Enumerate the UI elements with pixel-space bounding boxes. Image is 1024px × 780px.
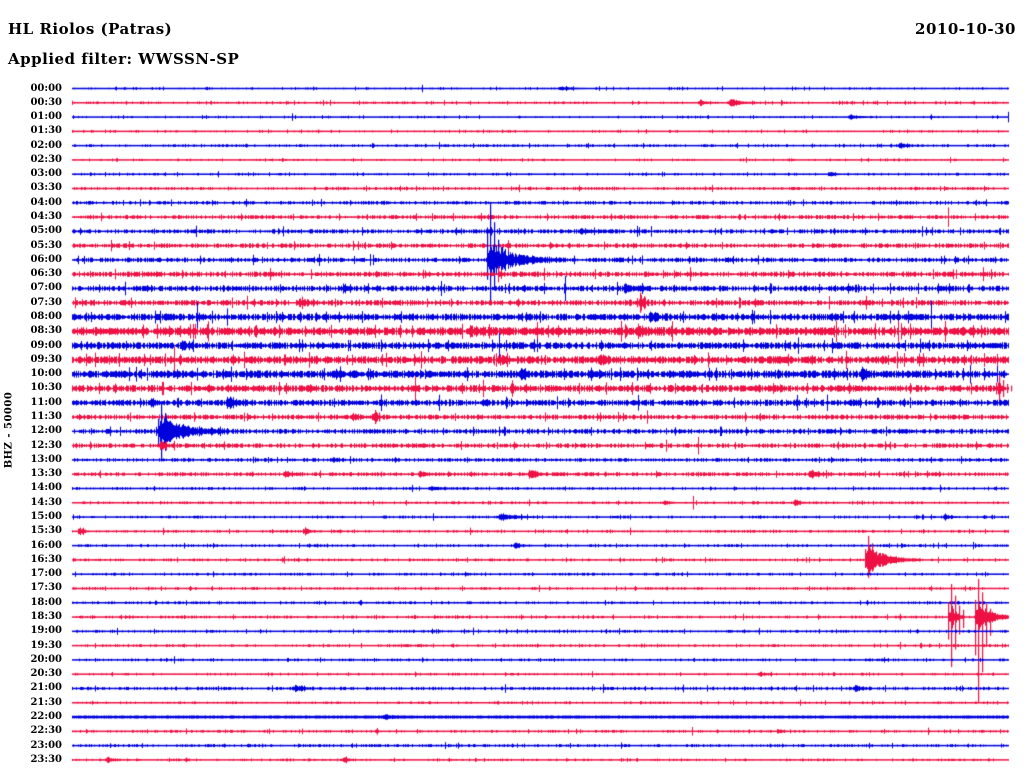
seismogram-traces-canvas	[0, 0, 1024, 780]
helicorder-page: HL Riolos (Patras) 2010-10-30 Applied fi…	[0, 0, 1024, 780]
